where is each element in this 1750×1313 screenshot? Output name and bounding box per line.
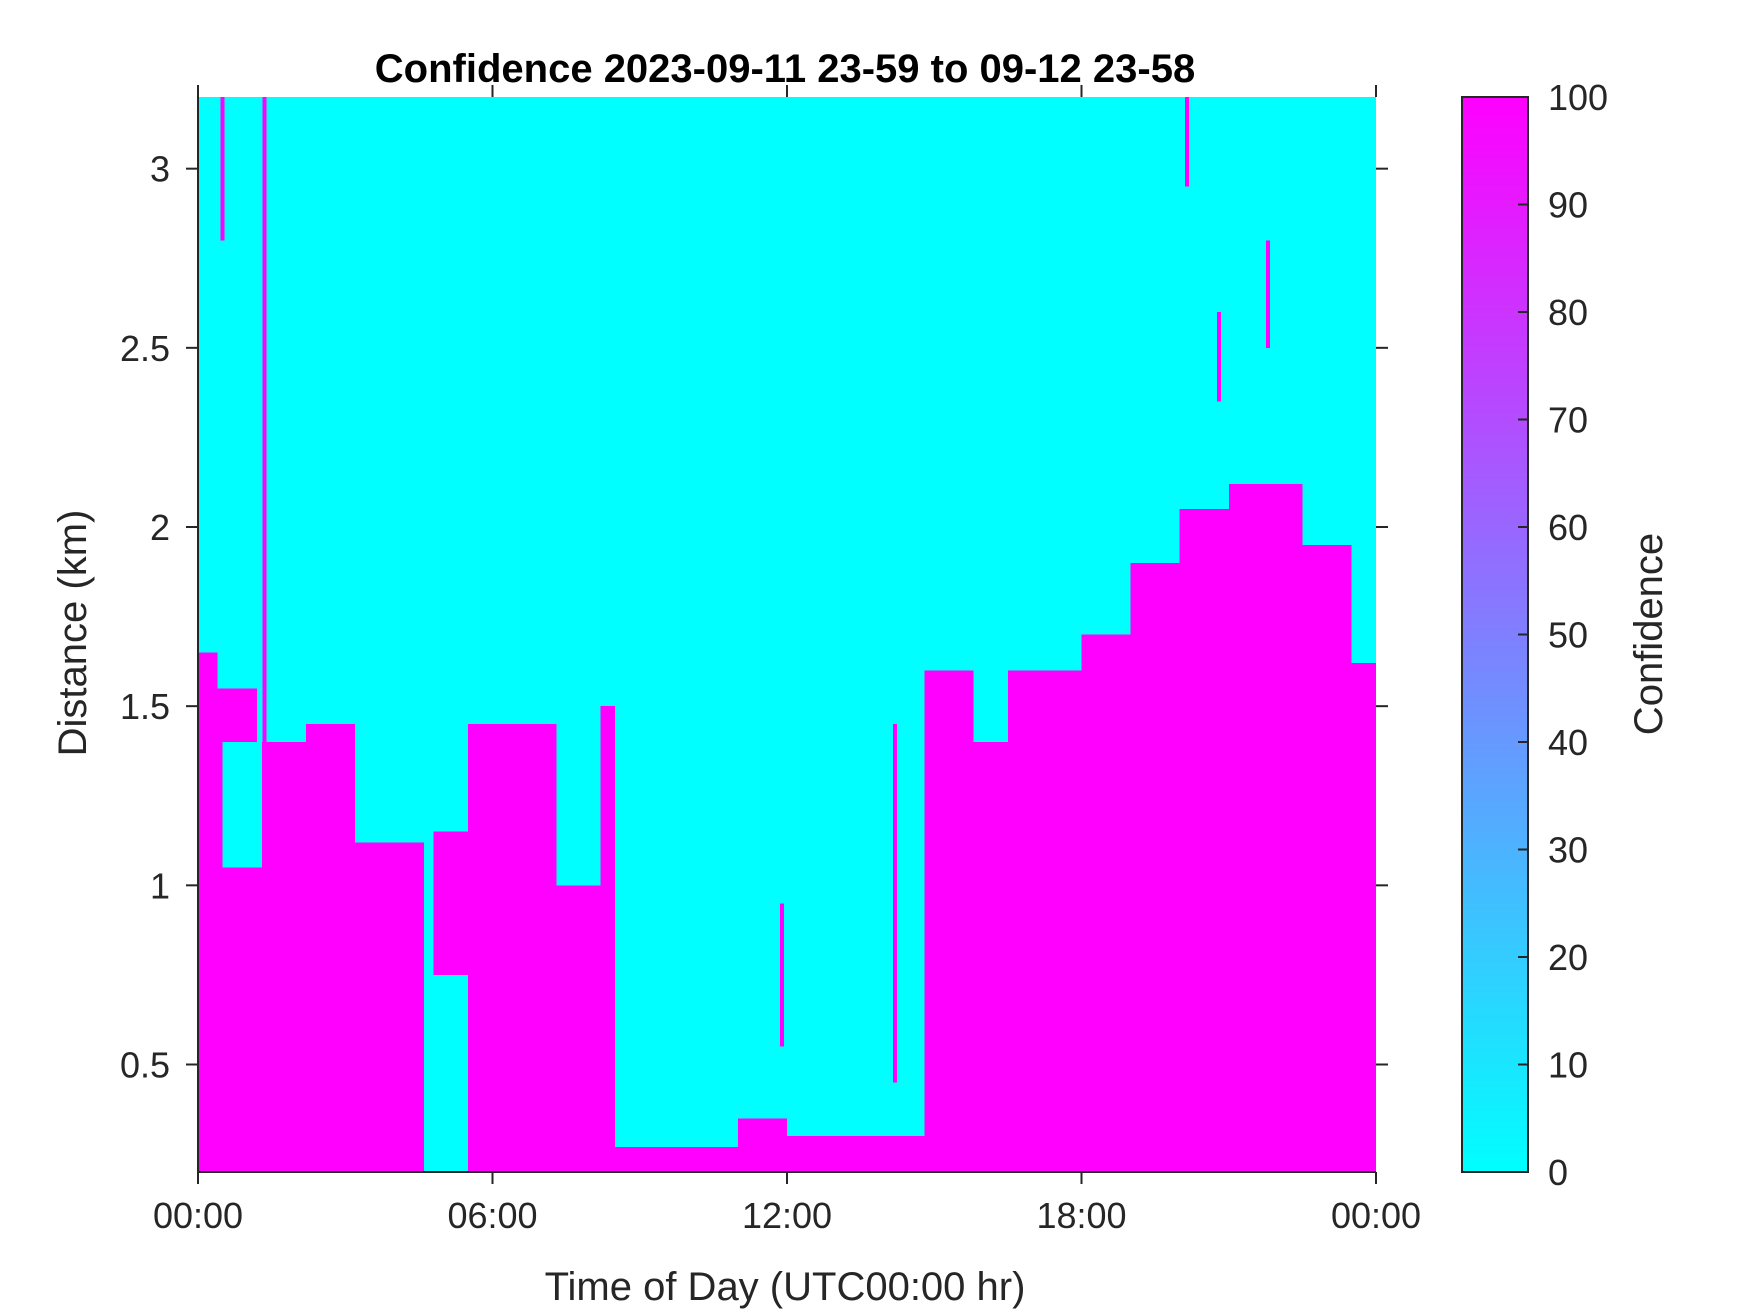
heatmap-streak [220,97,225,241]
heatmap-cell-high [615,1146,738,1172]
x-axis-label: Time of Day (UTC00:00 hr) [545,1265,1026,1309]
colorbar-tick-label: 20 [1548,937,1588,978]
colorbar-tick-label: 0 [1548,1152,1568,1193]
colorbar: 0 10 20 30 40 50 60 70 80 90 100 Confidence [1461,77,1671,1193]
heatmap-cell-high [973,742,1008,1172]
heatmap-cell-high [433,831,468,975]
colorbar-tick-label: 10 [1548,1045,1588,1086]
colorbar-tick-label: 60 [1548,507,1588,548]
heatmap-cell-high [556,885,601,1172]
heatmap-streak [1266,240,1271,348]
colorbar-tick-label: 100 [1548,77,1608,118]
heatmap-streak [780,903,785,1047]
plot-area [197,97,1376,1173]
heatmap-streak [1185,97,1190,187]
heatmap-cell-low [222,742,262,868]
x-axis: 00:00 06:00 12:00 18:00 00:00 [153,85,1421,1236]
colorbar-tick-label: 40 [1548,722,1588,763]
y-tick-label: 2 [150,507,170,548]
colorbar-tick-label: 90 [1548,185,1588,226]
heatmap-cell-high [1130,562,1180,1172]
heatmap-streak [262,97,267,814]
heatmap-cell-high [737,1118,787,1172]
x-tick-label: 00:00 [153,1195,243,1236]
colorbar-tick-label: 80 [1548,292,1588,333]
colorbar-ticks: 0 10 20 30 40 50 60 70 80 90 100 [1518,77,1608,1193]
x-tick-label: 00:00 [1331,1195,1421,1236]
heatmap-cell-high [198,652,218,1172]
heatmap-cell-high [924,670,974,1172]
colorbar-tick-label: 30 [1548,830,1588,871]
heatmap-cell-high [600,706,616,1172]
heatmap-streak [1216,312,1221,402]
y-axis-label: Distance (km) [51,510,95,757]
x-tick-label: 18:00 [1036,1195,1126,1236]
heatmap-cell-high [1351,663,1376,1172]
y-tick-label: 1 [150,865,170,906]
heatmap-cell-high [1007,670,1082,1172]
colorbar-tick-label: 70 [1548,400,1588,441]
colorbar-label: Confidence [1627,533,1671,735]
heatmap-cell-low [423,974,468,1172]
heatmap-cell-high [305,724,356,1172]
y-tick-label: 2.5 [120,328,170,369]
heatmap-cell-high [1081,634,1131,1172]
y-tick-label: 0.5 [120,1045,170,1086]
colorbar-gradient [1461,96,1529,1173]
x-tick-label: 06:00 [447,1195,537,1236]
heatmap-cell-high [355,842,424,1172]
colorbar-tick-label: 50 [1548,615,1588,656]
heatmap-cell-high [1228,484,1303,1172]
heatmap-cell-high [1179,509,1229,1172]
x-tick-label: 12:00 [742,1195,832,1236]
y-axis: 0.5 1 1.5 2 2.5 3 [120,149,1388,1086]
heatmap-cell-high [787,1136,925,1172]
chart-title: Confidence 2023-09-11 23-59 to 09-12 23-… [375,47,1195,91]
heatmap-cell-high [467,724,557,1172]
heatmap-streak [892,724,897,1083]
y-tick-label: 1.5 [120,686,170,727]
heatmap-cell-high [1302,544,1352,1172]
y-tick-label: 3 [150,149,170,190]
